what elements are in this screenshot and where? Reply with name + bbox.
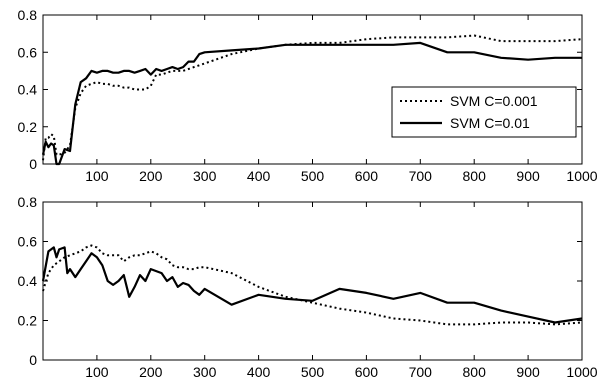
x-tick-label: 300 [193, 364, 217, 380]
plot-frame [42, 201, 583, 361]
x-tick-label: 1000 [566, 168, 597, 184]
series-line-2 [41, 246, 583, 324]
x-tick-label: 600 [355, 168, 379, 184]
x-tick-label: 700 [409, 364, 433, 380]
series-line-1 [42, 34, 583, 161]
x-tick-label: 700 [409, 168, 433, 184]
x-tick-label: 800 [463, 168, 487, 184]
x-tick-label: 300 [193, 168, 217, 184]
x-tick-label: 500 [301, 168, 325, 184]
series-line-1 [42, 244, 583, 326]
y-tick-label: 0 [29, 352, 37, 368]
x-tick-label: 800 [463, 364, 487, 380]
y-tick-label: 0.4 [18, 273, 38, 289]
x-tick-label: 200 [139, 168, 163, 184]
x-tick-label: 100 [85, 168, 109, 184]
x-tick-label: 400 [247, 168, 271, 184]
x-tick-label: 500 [301, 364, 325, 380]
x-tick-label: 900 [516, 364, 540, 380]
chart-panel-1: 100 200 300 400 500 600 700 800 900 1000 0 0.2 0.4 0.… [18, 7, 598, 184]
x-tick-label: 1000 [566, 364, 597, 380]
y-tick-label: 0.6 [18, 234, 38, 250]
y-tick-label: 0 [29, 156, 37, 172]
x-tick-label: 200 [139, 364, 163, 380]
x-tick-label: 900 [516, 168, 540, 184]
x-tick-label: 600 [355, 364, 379, 380]
chart-panel-2: 100 200 300 400 500 600 700 800 900 1000 0 0.2 0.4 0.… [18, 194, 598, 380]
legend-label-1: SVM C=0.001 [450, 93, 538, 109]
x-tick-label: 400 [247, 364, 271, 380]
legend: SVM C=0.001 SVM C=0.01 [391, 86, 577, 138]
y-tick-label: 0.4 [18, 82, 38, 98]
y-tick-label: 0.8 [18, 7, 38, 23]
legend-box [391, 86, 577, 138]
y-tick-label: 0.2 [18, 313, 38, 329]
series-line-2 [41, 41, 582, 166]
y-tick-label: 0.6 [18, 44, 38, 60]
legend-label-2: SVM C=0.01 [450, 115, 530, 131]
y-tick-label: 0.2 [18, 119, 38, 135]
y-tick-label: 0.8 [18, 194, 38, 210]
x-tick-label: 100 [85, 364, 109, 380]
